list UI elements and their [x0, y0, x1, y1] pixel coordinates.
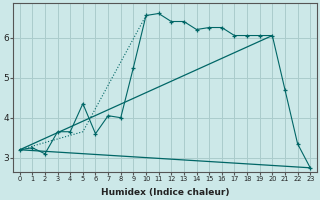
- X-axis label: Humidex (Indice chaleur): Humidex (Indice chaleur): [101, 188, 229, 197]
